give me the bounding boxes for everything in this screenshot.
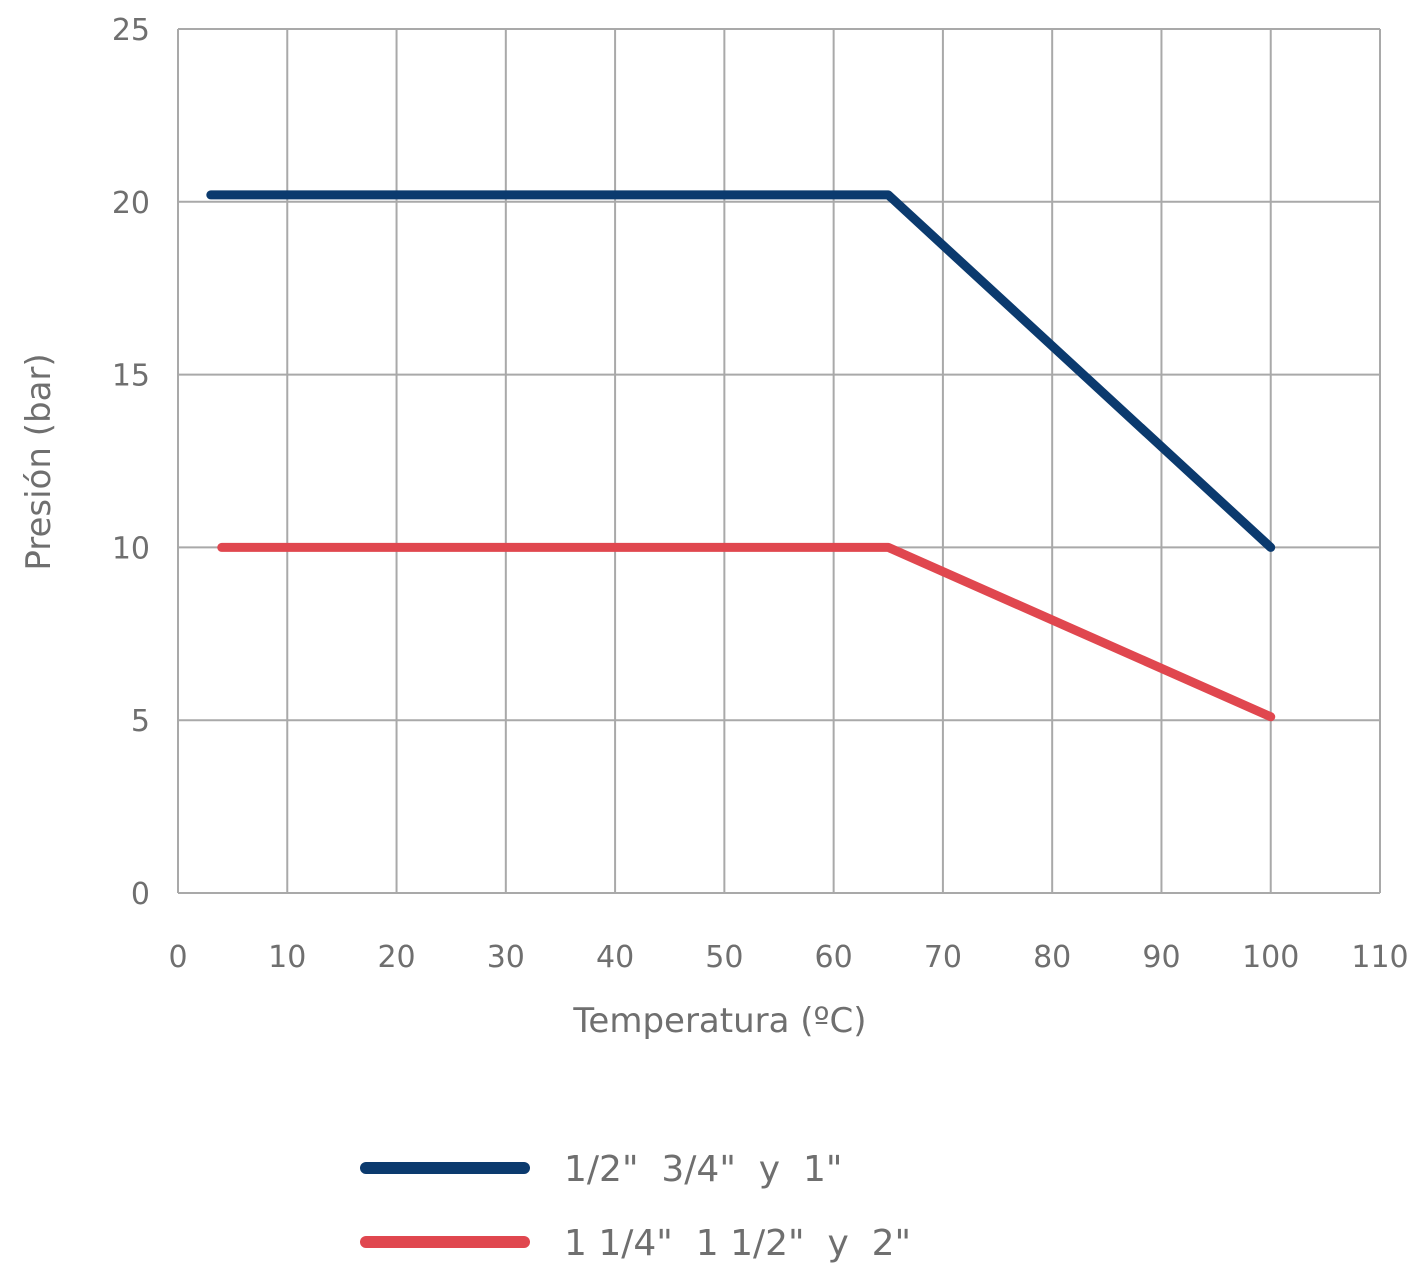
y-tick-label: 25 [112, 13, 150, 48]
x-tick-label: 100 [1242, 940, 1299, 975]
y-axis-title: Presión (bar) [19, 353, 59, 570]
x-tick-label: 40 [596, 940, 634, 975]
x-tick-label: 70 [924, 940, 962, 975]
x-tick-label: 60 [815, 940, 853, 975]
x-tick-label: 10 [268, 940, 306, 975]
x-tick-label: 110 [1351, 940, 1408, 975]
y-tick-label: 10 [112, 531, 150, 566]
y-tick-label: 0 [131, 877, 150, 912]
y-tick-label: 5 [131, 704, 150, 739]
chart-legend: 1/2" 3/4" y 1" 1 1/4" 1 1/2" y 2" [360, 1149, 911, 1264]
y-axis-ticks: 0 5 10 15 20 25 [112, 13, 150, 912]
x-tick-label: 90 [1142, 940, 1180, 975]
x-tick-label: 0 [168, 940, 187, 975]
chart-grid [177, 28, 1381, 894]
series-line-1 [206, 190, 1276, 552]
x-axis-title: Temperatura (ºC) [572, 1001, 866, 1041]
legend-label-series-2: 1 1/4" 1 1/2" y 2" [564, 1223, 911, 1264]
y-tick-label: 15 [112, 359, 150, 394]
legend-label-series-1: 1/2" 3/4" y 1" [564, 1149, 842, 1190]
x-tick-label: 20 [377, 940, 415, 975]
x-tick-label: 50 [705, 940, 743, 975]
y-tick-label: 20 [112, 186, 150, 221]
chart-series [206, 190, 1276, 722]
x-axis-ticks: 0 10 20 30 40 50 60 70 80 90 100 110 [168, 940, 1408, 975]
x-tick-label: 80 [1033, 940, 1071, 975]
x-tick-label: 30 [487, 940, 525, 975]
series-line-2 [217, 542, 1276, 722]
